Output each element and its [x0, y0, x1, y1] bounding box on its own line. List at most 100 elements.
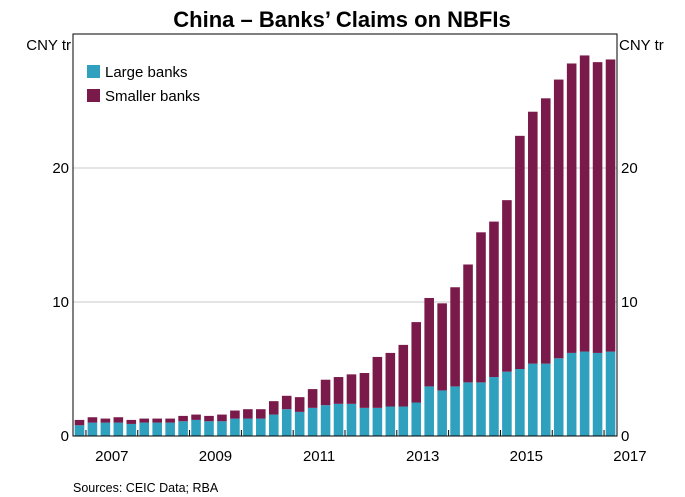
x-tick-label: 2007: [95, 448, 128, 465]
x-tick-label: 2011: [303, 448, 335, 465]
bar-smaller-banks: [424, 297, 434, 387]
x-tick-label: 2017: [613, 448, 646, 465]
bar-large-banks: [553, 358, 564, 436]
bar-large-banks: [74, 425, 85, 436]
bar-large-banks: [230, 418, 240, 436]
chart-title: China – Banks’ Claims on NBFIs: [173, 7, 510, 32]
bar-large-banks: [333, 403, 344, 436]
bar-smaller-banks: [605, 59, 616, 352]
y-tick-labels-right: 0 10 20: [621, 160, 638, 445]
bar-large-banks: [424, 386, 434, 436]
bar-smaller-banks: [592, 62, 603, 353]
bar-large-banks: [346, 403, 357, 436]
bar-large-banks: [320, 405, 331, 436]
x-tick-label: 2009: [199, 448, 232, 465]
x-tick-marks: [85, 430, 605, 436]
bar-large-banks: [113, 422, 124, 436]
bar-smaller-banks: [87, 417, 98, 423]
bar-smaller-banks: [139, 418, 150, 423]
bar-large-banks: [489, 377, 499, 436]
bar-large-banks: [502, 371, 512, 436]
bar-smaller-banks: [230, 410, 240, 419]
bar-large-banks: [152, 422, 162, 436]
y-tick-label-right: 10: [621, 294, 638, 311]
legend-swatch: [87, 89, 100, 102]
bar-large-banks: [191, 419, 201, 436]
bar-large-banks: [268, 414, 279, 436]
gridlines: [73, 167, 617, 303]
bar-smaller-banks: [307, 389, 318, 408]
bar-smaller-banks: [113, 417, 124, 423]
bar-smaller-banks: [243, 409, 253, 419]
y-tick-label-right: 20: [621, 160, 638, 177]
bar-smaller-banks: [540, 98, 551, 364]
y-tick-label-left: 0: [61, 428, 69, 445]
bar-smaller-banks: [256, 409, 266, 419]
bar-smaller-banks: [346, 374, 357, 404]
bar-large-banks: [463, 382, 473, 436]
bar-smaller-banks: [372, 356, 383, 408]
bar-large-banks: [398, 406, 409, 436]
bar-smaller-banks: [385, 352, 396, 407]
bar-large-banks: [307, 407, 318, 436]
bar-large-banks: [372, 407, 383, 436]
bar-smaller-banks: [126, 419, 137, 424]
bar-large-banks: [579, 351, 590, 436]
bar-large-banks: [256, 418, 266, 436]
bar-smaller-banks: [152, 418, 162, 423]
bar-smaller-banks: [294, 397, 305, 412]
bar-large-banks: [217, 421, 227, 436]
bar-smaller-banks: [359, 373, 370, 408]
bar-large-banks: [281, 409, 292, 436]
bar-smaller-banks: [204, 415, 214, 422]
bar-smaller-banks: [165, 418, 175, 423]
bar-smaller-banks: [489, 221, 499, 378]
bar-large-banks: [100, 422, 111, 436]
bar-smaller-banks: [268, 401, 279, 415]
bar-smaller-banks: [553, 79, 564, 359]
y-tick-label-left: 10: [52, 294, 69, 311]
x-tick-label: 2015: [510, 448, 543, 465]
bar-large-banks: [165, 422, 175, 436]
bar-smaller-banks: [437, 303, 447, 391]
bar-smaller-banks: [515, 135, 525, 369]
bar-smaller-banks: [100, 418, 111, 423]
legend-label: Large banks: [105, 64, 188, 81]
y-unit-right: CNY tr: [619, 37, 664, 54]
y-unit-left: CNY tr: [26, 37, 71, 54]
x-tick-labels: 2007 2009 2011 2013 2015 2017: [95, 448, 646, 465]
bar-smaller-banks: [450, 287, 460, 387]
bar-smaller-banks: [191, 414, 201, 420]
y-tick-labels-left: 0 10 20: [52, 160, 69, 445]
y-tick-label-left: 20: [52, 160, 69, 177]
bar-large-banks: [139, 422, 150, 436]
bar-large-banks: [437, 390, 447, 436]
x-tick-label: 2013: [406, 448, 439, 465]
bar-large-banks: [359, 407, 370, 436]
bar-large-banks: [178, 421, 188, 436]
bar-large-banks: [294, 411, 305, 436]
bar-large-banks: [515, 369, 525, 436]
bar-smaller-banks: [74, 419, 85, 426]
source-note: Sources: CEIC Data; RBA: [73, 481, 219, 495]
bar-smaller-banks: [398, 344, 409, 407]
bar-large-banks: [450, 386, 460, 436]
bar-large-banks: [204, 421, 214, 436]
bar-smaller-banks: [476, 232, 486, 383]
bar-large-banks: [592, 352, 603, 436]
bar-smaller-banks: [579, 55, 590, 352]
legend-swatch: [87, 65, 100, 78]
bar-large-banks: [605, 351, 616, 436]
bar-large-banks: [528, 363, 538, 436]
bar-smaller-banks: [320, 379, 331, 406]
bar-large-banks: [566, 352, 577, 436]
bars: [74, 55, 616, 436]
bar-smaller-banks: [566, 63, 577, 353]
bar-smaller-banks: [178, 415, 188, 422]
legend-label: Smaller banks: [105, 88, 200, 105]
bar-smaller-banks: [502, 200, 512, 372]
y-tick-label-right: 0: [621, 428, 629, 445]
bar-smaller-banks: [333, 377, 344, 404]
bar-large-banks: [87, 422, 98, 436]
